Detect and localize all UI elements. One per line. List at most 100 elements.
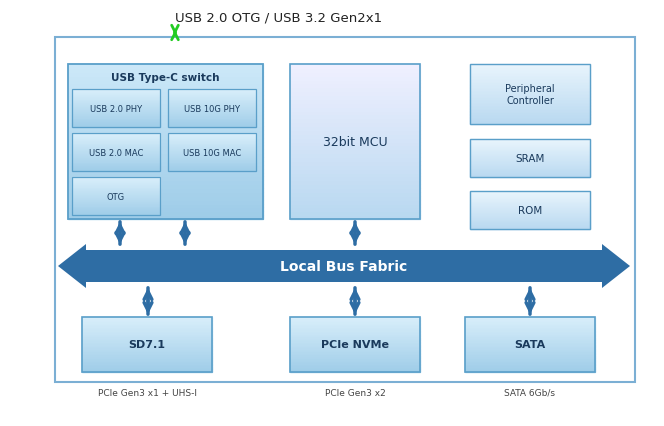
Bar [72,163,160,164]
Bar [82,319,212,320]
Bar [470,217,590,218]
Bar [72,167,160,168]
Bar [72,171,160,172]
Bar [470,114,590,116]
Bar [72,165,160,166]
Bar [290,65,420,69]
Bar [72,178,160,216]
Bar [290,357,420,358]
Bar [290,363,420,364]
Bar [470,122,590,123]
Bar [82,332,212,334]
Bar [470,83,590,84]
Bar [290,358,420,360]
Bar [168,123,256,124]
Bar [290,350,420,351]
Bar [290,371,420,372]
Bar [470,170,590,171]
Bar [168,161,256,162]
Bar [470,193,590,194]
Bar [470,167,590,168]
Bar [72,182,160,183]
Bar [68,72,263,76]
Bar [465,368,595,369]
Bar [82,345,212,346]
Bar [470,205,590,206]
Bar [168,171,256,172]
Bar [168,119,256,120]
Bar [470,117,590,119]
Bar [465,343,595,345]
Bar [470,198,590,199]
Bar [290,216,420,219]
Bar [72,185,160,186]
Bar [470,105,590,107]
Bar [168,152,256,153]
Bar [82,361,212,363]
Text: USB 2.0 PHY: USB 2.0 PHY [90,104,142,113]
Bar [168,158,256,159]
Bar [290,115,420,119]
Bar [72,159,160,160]
Bar [465,340,595,342]
Bar [168,112,256,113]
Bar [168,121,256,122]
Bar [168,134,256,172]
Bar [290,319,420,320]
Bar [82,342,212,343]
Bar [168,92,256,94]
Bar [290,65,420,219]
Bar [470,152,590,153]
Bar [470,74,590,75]
Bar [470,172,590,173]
Bar [290,196,420,200]
Bar [168,94,256,95]
Bar [72,198,160,199]
Bar [168,109,256,111]
Bar [290,127,420,130]
Bar [470,201,590,202]
Bar [72,196,160,198]
Bar [68,154,263,158]
Bar [290,343,420,345]
Bar [290,107,420,111]
Text: USB 2.0 OTG / USB 3.2 Gen2x1: USB 2.0 OTG / USB 3.2 Gen2x1 [175,12,382,24]
Bar [168,162,256,163]
Bar [68,196,263,200]
Bar [290,342,420,343]
Bar [465,348,595,349]
Bar [470,140,590,141]
Bar [290,161,420,165]
Text: USB 2.0 MAC: USB 2.0 MAC [89,148,143,157]
Text: Peripheral
Controller: Peripheral Controller [505,84,555,106]
Bar [470,215,590,216]
Bar [72,95,160,96]
Bar [465,335,595,337]
Bar [465,342,595,343]
Bar [290,325,420,327]
Bar [470,171,590,172]
Bar [168,124,256,125]
Bar [72,123,160,124]
Bar [72,150,160,151]
Bar [470,143,590,144]
Bar [290,324,420,325]
Text: Local Bus Fabric: Local Bus Fabric [280,259,408,273]
Bar [470,219,590,220]
Bar [470,104,590,105]
Bar [470,192,590,230]
Bar [68,115,263,119]
Text: SATA: SATA [515,340,546,350]
Bar [470,204,590,205]
Bar [465,345,595,346]
Bar [72,126,160,127]
Bar [82,365,212,367]
Bar [290,345,420,346]
Bar [82,324,212,325]
Bar [290,92,420,96]
Bar [290,354,420,356]
Bar [290,84,420,88]
Bar [290,100,420,104]
Bar [465,365,595,367]
Bar [72,111,160,112]
